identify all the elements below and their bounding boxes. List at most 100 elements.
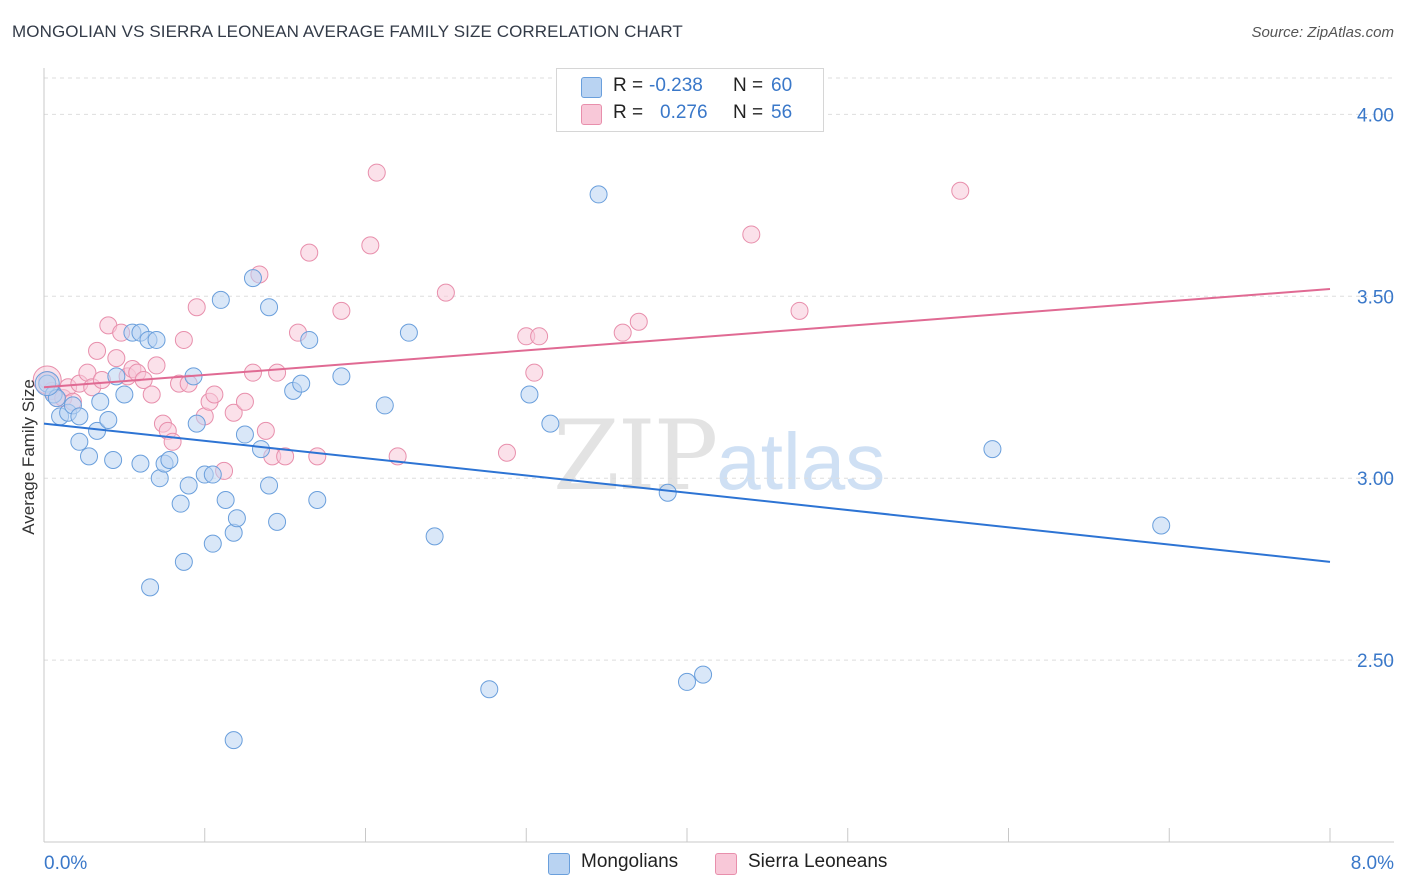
- sierra-leonean-point: [790, 301, 809, 320]
- mongolians-trend-line: [43, 422, 1331, 563]
- mongolian-point: [983, 440, 1002, 459]
- sierra-leonean-point: [367, 163, 386, 182]
- mongolian-point: [332, 367, 351, 386]
- mongolian-point: [147, 330, 166, 349]
- correlation-legend: R = -0.238 N = 60 R = 0.276 N = 56: [556, 68, 824, 132]
- mongolian-point: [678, 672, 696, 691]
- legend-n-label: N =: [733, 75, 764, 96]
- legend-swatch-blue: [581, 77, 602, 98]
- mongolian-point: [70, 432, 89, 451]
- mongolian-point: [131, 454, 150, 473]
- sierra-leonean-point: [142, 385, 161, 404]
- sierra-leonean-point: [300, 243, 319, 262]
- bottom-legend-label: Mongolians: [581, 851, 679, 872]
- sierra-leonean-point: [951, 181, 970, 200]
- sierra-leonean-point: [88, 341, 107, 360]
- mongolian-point: [694, 665, 713, 684]
- mongolian-point: [541, 414, 560, 433]
- mongolian-point: [224, 523, 243, 542]
- legend-r-value: 0.276: [660, 102, 708, 123]
- sierra-leonean-point: [107, 349, 126, 368]
- legend-n-label: N =: [733, 102, 764, 123]
- axes: [43, 68, 1394, 843]
- legend-r-value: -0.238: [649, 75, 703, 96]
- mongolian-point: [227, 509, 246, 528]
- mongolian-point: [260, 476, 279, 495]
- series-mongolians: [34, 185, 1171, 750]
- chart-title: MONGOLIAN VS SIERRA LEONEAN AVERAGE FAMI…: [12, 22, 683, 41]
- x-tick-label: 0.0%: [44, 853, 87, 874]
- legend-r-label: R =: [613, 75, 644, 96]
- y-axis-label: Average Family Size: [19, 379, 38, 535]
- bottom-legend-swatch-pink: [715, 853, 737, 875]
- mongolian-point: [399, 323, 418, 342]
- mongolian-point: [216, 491, 235, 510]
- legend-n-value: 56: [771, 102, 793, 123]
- mongolian-point: [211, 290, 230, 309]
- mongolian-point: [1152, 516, 1171, 535]
- mongolian-point: [425, 527, 444, 546]
- y-tick-label: 4.00: [1357, 105, 1394, 126]
- mongolian-point: [203, 465, 222, 484]
- sierra-leoneans-trend-line: [43, 288, 1331, 389]
- sierra-leonean-point: [276, 447, 295, 466]
- y-tick-label: 3.00: [1357, 469, 1394, 490]
- mongolian-point: [589, 185, 608, 204]
- sierra-leonean-point: [174, 330, 193, 349]
- sierra-leonean-point: [613, 323, 632, 342]
- y-tick-label: 3.50: [1357, 287, 1394, 308]
- mongolian-point: [375, 396, 394, 415]
- sierra-leonean-point: [256, 421, 275, 440]
- sierra-leonean-point: [332, 301, 351, 320]
- mongolian-point: [520, 385, 539, 404]
- x-tick-label: 8.0%: [1351, 853, 1394, 874]
- sierra-leonean-point: [436, 283, 455, 302]
- mongolian-point: [187, 414, 206, 433]
- mongolian-point: [70, 407, 89, 426]
- sierra-leonean-point: [530, 327, 549, 346]
- bottom-legend-swatch-blue: [548, 853, 570, 875]
- series-sierra-leoneans: [32, 163, 970, 480]
- sierra-leonean-point: [361, 236, 380, 255]
- watermark-atlas: atlas: [716, 417, 886, 506]
- trend-lines: [43, 288, 1331, 563]
- sierra-leonean-point: [525, 363, 544, 382]
- sierra-leonean-point: [147, 356, 166, 375]
- sierra-leonean-point: [497, 443, 516, 462]
- mongolian-point: [174, 552, 193, 571]
- mongolian-point: [34, 371, 60, 397]
- mongolian-point: [243, 269, 262, 288]
- mongolian-point: [658, 483, 677, 502]
- sierra-leonean-point: [308, 447, 327, 466]
- sierra-leonean-point: [187, 298, 206, 317]
- mongolian-point: [268, 512, 287, 531]
- tick-labels: 2.50 3.00 3.50 4.00 0.0% 8.0%: [44, 105, 1394, 874]
- mongolian-point: [99, 410, 118, 429]
- mongolian-point: [91, 392, 110, 411]
- sierra-leonean-point: [235, 392, 254, 411]
- mongolian-point: [115, 385, 134, 404]
- sierra-leonean-point: [629, 312, 648, 331]
- mongolian-point: [252, 440, 271, 459]
- mongolian-point: [308, 491, 327, 510]
- y-tick-label: 2.50: [1357, 651, 1394, 672]
- mongolian-point: [141, 578, 160, 597]
- sierra-leonean-point: [205, 385, 224, 404]
- bottom-legend-label: Sierra Leoneans: [748, 851, 888, 872]
- legend-n-value: 60: [771, 75, 793, 96]
- mongolian-point: [224, 731, 243, 750]
- legend-swatch-pink: [581, 104, 602, 125]
- mongolian-point: [235, 425, 254, 444]
- mongolian-point: [480, 680, 499, 699]
- mongolian-point: [104, 451, 123, 469]
- mongolian-point: [80, 447, 99, 466]
- mongolian-point: [160, 451, 179, 469]
- sierra-leonean-point: [742, 225, 761, 244]
- sierra-leonean-point: [268, 363, 287, 382]
- mongolian-point: [292, 374, 311, 393]
- mongolian-point: [300, 330, 319, 349]
- mongolian-point: [260, 298, 279, 317]
- mongolian-point: [203, 534, 222, 553]
- mongolian-point: [179, 476, 198, 495]
